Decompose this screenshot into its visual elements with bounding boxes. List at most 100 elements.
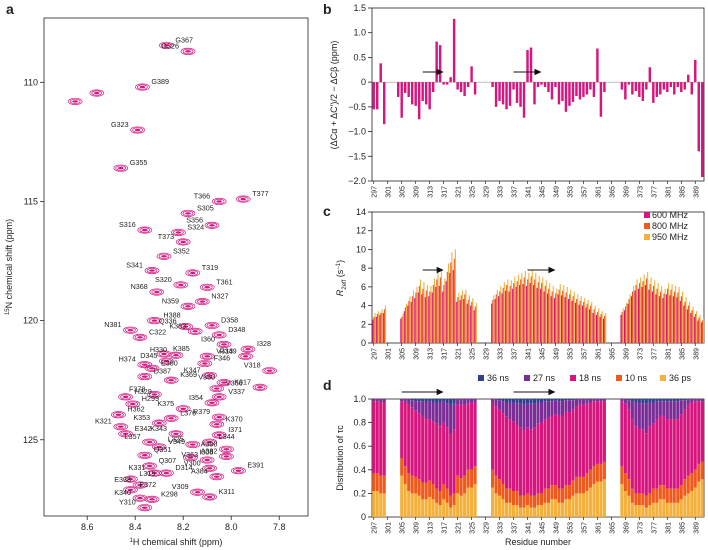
hsqc-peak: K369 <box>163 370 197 384</box>
hsqc-peak-contour <box>175 238 191 246</box>
hsqc-peak-contour <box>211 431 227 439</box>
tau-bar-segment <box>592 401 596 467</box>
tau-bar-segment <box>473 483 477 517</box>
tau-bar-segment <box>428 496 432 517</box>
shift-bar <box>473 82 477 95</box>
tau-bar-segment <box>581 399 585 405</box>
relaxation-bar <box>491 303 493 343</box>
shift-bar <box>676 82 680 88</box>
hsqc-peak-contour <box>144 364 160 372</box>
shift-bar <box>634 82 638 92</box>
tau-bar-segment <box>683 479 687 496</box>
tau-legend-label: 27 ns <box>533 373 556 383</box>
hsqc-peak-label: V337 <box>228 387 245 396</box>
relaxation-bar <box>620 314 622 343</box>
tau-bar-segment <box>449 495 453 508</box>
tau-bar-segment <box>508 419 512 489</box>
hsqc-peak-contour <box>134 482 146 488</box>
tau-bar-segment <box>550 415 554 486</box>
shift-bar <box>645 82 648 90</box>
tau-bar-segment <box>532 427 537 496</box>
hsqc-peak-core <box>187 456 194 459</box>
tau-bar-segment <box>550 401 554 416</box>
tau-bar-segment <box>459 399 463 405</box>
tau-bar-segment <box>665 399 669 402</box>
relaxation-bar <box>460 295 462 343</box>
shift-bar <box>571 82 575 102</box>
shift-bar <box>379 63 382 83</box>
hsqc-peak: L376 <box>163 408 196 422</box>
tau-bar-segment <box>375 491 379 517</box>
hsqc-peak: E338 <box>114 475 148 489</box>
hsqc-peak-core <box>161 255 167 258</box>
shift-bar <box>557 82 561 105</box>
tau-bar-segment <box>442 401 446 423</box>
hsqc-peak-label: K375 <box>157 399 174 408</box>
relaxation-bar <box>592 313 594 343</box>
hsqc-peak <box>89 89 105 97</box>
tau-bar-segment <box>567 400 571 412</box>
hsqc-peak-core <box>216 395 222 399</box>
relaxation-bar <box>456 301 458 343</box>
tau-bar-segment <box>459 404 463 479</box>
hsqc-peak-contour <box>254 384 266 390</box>
relaxation-bar <box>512 288 514 343</box>
hsqc-peak-core <box>142 506 148 509</box>
tau-bar-segment <box>644 495 648 508</box>
relaxation-bar <box>432 284 434 343</box>
hsqc-peak-contour <box>221 446 232 452</box>
hsqc-peak-core <box>94 91 100 95</box>
hsqc-y-tick-label: 110 <box>24 77 38 87</box>
hsqc-peak-core <box>209 224 215 227</box>
tau-bar-segment <box>498 479 502 496</box>
hsqc-peak-core <box>199 300 206 303</box>
hsqc-peak-label: D314 <box>175 463 192 472</box>
relaxation-bar <box>625 306 627 343</box>
hsqc-peak-label: H330 <box>150 345 167 354</box>
hsqc-peak-core <box>134 128 141 132</box>
hsqc-peak-contour <box>137 226 153 234</box>
relaxation-bar <box>585 307 587 343</box>
strand-arrow-head <box>548 388 556 396</box>
hsqc-peak-core <box>163 359 170 363</box>
tau-bar-segment <box>494 493 498 517</box>
hsqc-peak-core <box>146 464 153 468</box>
hsqc-peak-label: Q336 <box>159 317 177 326</box>
relaxation-y-tick-label: 10 <box>356 244 366 254</box>
tau-bar-segment <box>505 402 509 417</box>
residue-tick-label: 297 <box>372 522 379 534</box>
relaxation-bar <box>439 277 441 343</box>
hsqc-peak-core <box>139 85 146 89</box>
residue-tick-label: 301 <box>386 348 393 360</box>
hsqc-peak-contour <box>180 47 196 55</box>
hsqc-peak: E372 <box>123 480 156 494</box>
hsqc-peak-contour <box>182 210 194 216</box>
tau-bar-segment <box>585 399 589 404</box>
tau-bar-segment <box>546 401 551 418</box>
hsqc-peak-contour <box>168 430 184 438</box>
relaxation-bar <box>545 280 547 343</box>
hsqc-peak-contour <box>69 98 81 104</box>
tau-bar-segment <box>543 399 547 402</box>
tau-bar-segment <box>560 415 565 489</box>
tau-bar-segment <box>456 493 460 517</box>
relaxation-bar <box>599 316 601 343</box>
tau-bar-segment <box>511 399 516 403</box>
tau-bar-segment <box>515 491 519 506</box>
relaxation-bar <box>465 289 467 343</box>
hsqc-peak-contour <box>185 440 201 449</box>
relaxation-bar <box>443 284 445 343</box>
tau-bar-segment <box>442 499 446 517</box>
tau-bar-segment <box>414 401 418 411</box>
residue-tick-label: 317 <box>442 522 449 534</box>
hsqc-peak-contour <box>130 126 145 134</box>
relaxation-bar <box>373 316 375 343</box>
relaxation-bar <box>401 316 403 343</box>
tau-bar-segment <box>456 404 460 476</box>
residue-tick-label: 305 <box>400 522 407 534</box>
relaxation-bar <box>382 313 384 343</box>
hsqc-peak-label: E342 <box>135 424 152 433</box>
hsqc-peak-label: E338 <box>114 475 131 484</box>
relaxation-bar <box>520 279 522 343</box>
shift-bar <box>547 82 550 93</box>
